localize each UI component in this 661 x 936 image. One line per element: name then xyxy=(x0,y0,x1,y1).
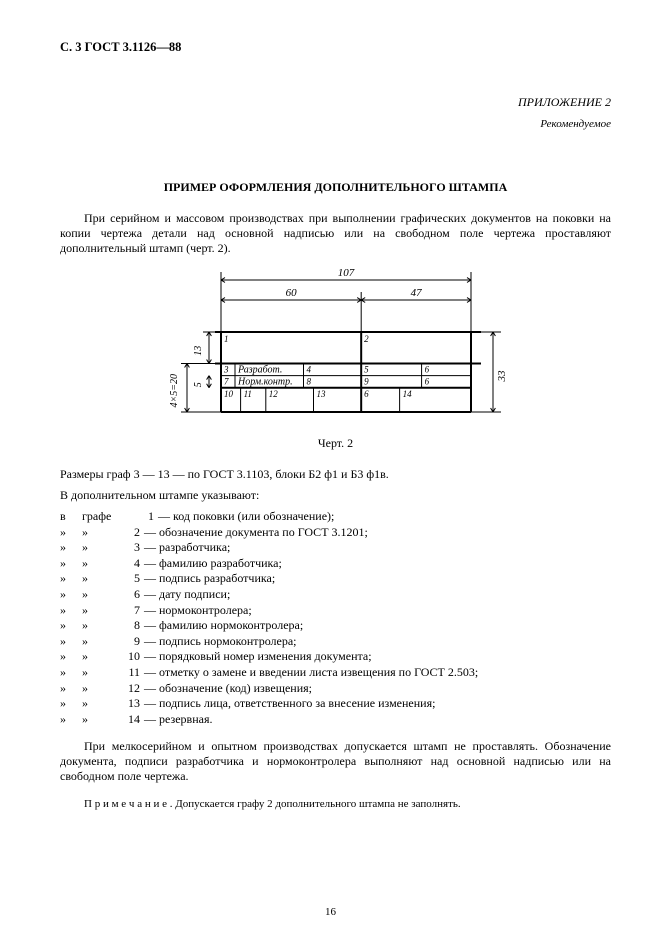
appendix-title: ПРИЛОЖЕНИЕ 2 xyxy=(60,95,611,110)
field-list: вграфе1— код поковки (или обозначение);»… xyxy=(60,509,611,727)
svg-text:7: 7 xyxy=(224,377,229,387)
list-item: »»4— фамилию разработчика; xyxy=(60,556,611,572)
page-number: 16 xyxy=(0,906,661,918)
list-item: »»14— резервная. xyxy=(60,712,611,728)
note-text: Допускается графу 2 дополнительного штам… xyxy=(175,798,460,810)
svg-text:107: 107 xyxy=(337,267,354,279)
svg-text:14: 14 xyxy=(402,389,412,399)
list-item: »»5— подпись разработчика; xyxy=(60,571,611,587)
closing-paragraph: При мелкосерийном и опытном производства… xyxy=(60,739,611,784)
svg-text:60: 60 xyxy=(285,287,297,299)
intro-line: В дополнительном штампе указывают: xyxy=(60,488,611,503)
list-item: »»3— разработчика; xyxy=(60,540,611,556)
svg-text:Разработ.: Разработ. xyxy=(237,365,282,376)
diagram-caption: Черт. 2 xyxy=(60,436,611,451)
svg-text:2: 2 xyxy=(364,334,369,344)
list-item: »»12— обозначение (код) извещения; xyxy=(60,681,611,697)
svg-text:13: 13 xyxy=(193,346,204,356)
page-header: С. 3 ГОСТ 3.1126—88 xyxy=(60,40,611,55)
svg-text:47: 47 xyxy=(410,287,422,299)
svg-text:6: 6 xyxy=(424,377,429,387)
list-item: вграфе1— код поковки (или обозначение); xyxy=(60,509,611,525)
svg-text:3: 3 xyxy=(223,365,229,375)
svg-text:6: 6 xyxy=(364,389,369,399)
svg-text:11: 11 xyxy=(243,389,251,399)
note-line: П р и м е ч а н и е . Допускается графу … xyxy=(60,798,611,810)
document-title: ПРИМЕР ОФОРМЛЕНИЯ ДОПОЛНИТЕЛЬНОГО ШТАМПА xyxy=(60,180,611,195)
svg-text:1: 1 xyxy=(224,334,229,344)
svg-text:12: 12 xyxy=(268,389,278,399)
list-item: »»2— обозначение документа по ГОСТ 3.120… xyxy=(60,525,611,541)
sizes-line: Размеры граф 3 — 13 — по ГОСТ 3.1103, бл… xyxy=(60,467,611,482)
note-label: П р и м е ч а н и е . xyxy=(84,798,173,810)
svg-text:5: 5 xyxy=(193,382,204,387)
svg-text:6: 6 xyxy=(424,365,429,375)
svg-text:4: 4 xyxy=(306,365,311,375)
svg-text:10: 10 xyxy=(224,389,234,399)
list-item: »»11— отметку о замене и введении листа … xyxy=(60,665,611,681)
svg-text:9: 9 xyxy=(364,377,369,387)
list-item: »»8— фамилию нормоконтролера; xyxy=(60,618,611,634)
list-item: »»10— порядковый номер изменения докумен… xyxy=(60,649,611,665)
svg-text:5: 5 xyxy=(364,365,369,375)
list-item: »»13— подпись лица, ответственного за вн… xyxy=(60,696,611,712)
list-item: »»7— нормоконтролера; xyxy=(60,603,611,619)
svg-text:Норм.контр.: Норм.контр. xyxy=(237,377,293,388)
svg-text:13: 13 xyxy=(316,389,326,399)
appendix-subtitle: Рекомендуемое xyxy=(60,118,611,130)
list-item: »»9— подпись нормоконтролера; xyxy=(60,634,611,650)
svg-text:4×5=20: 4×5=20 xyxy=(169,374,180,408)
intro-paragraph: При серийном и массовом производствах пр… xyxy=(60,211,611,256)
svg-text:8: 8 xyxy=(306,377,311,387)
svg-text:33: 33 xyxy=(496,370,508,383)
stamp-diagram: 107604733134×5=205123Разработ.4567Норм.к… xyxy=(60,262,611,432)
list-item: »»6— дату подписи; xyxy=(60,587,611,603)
